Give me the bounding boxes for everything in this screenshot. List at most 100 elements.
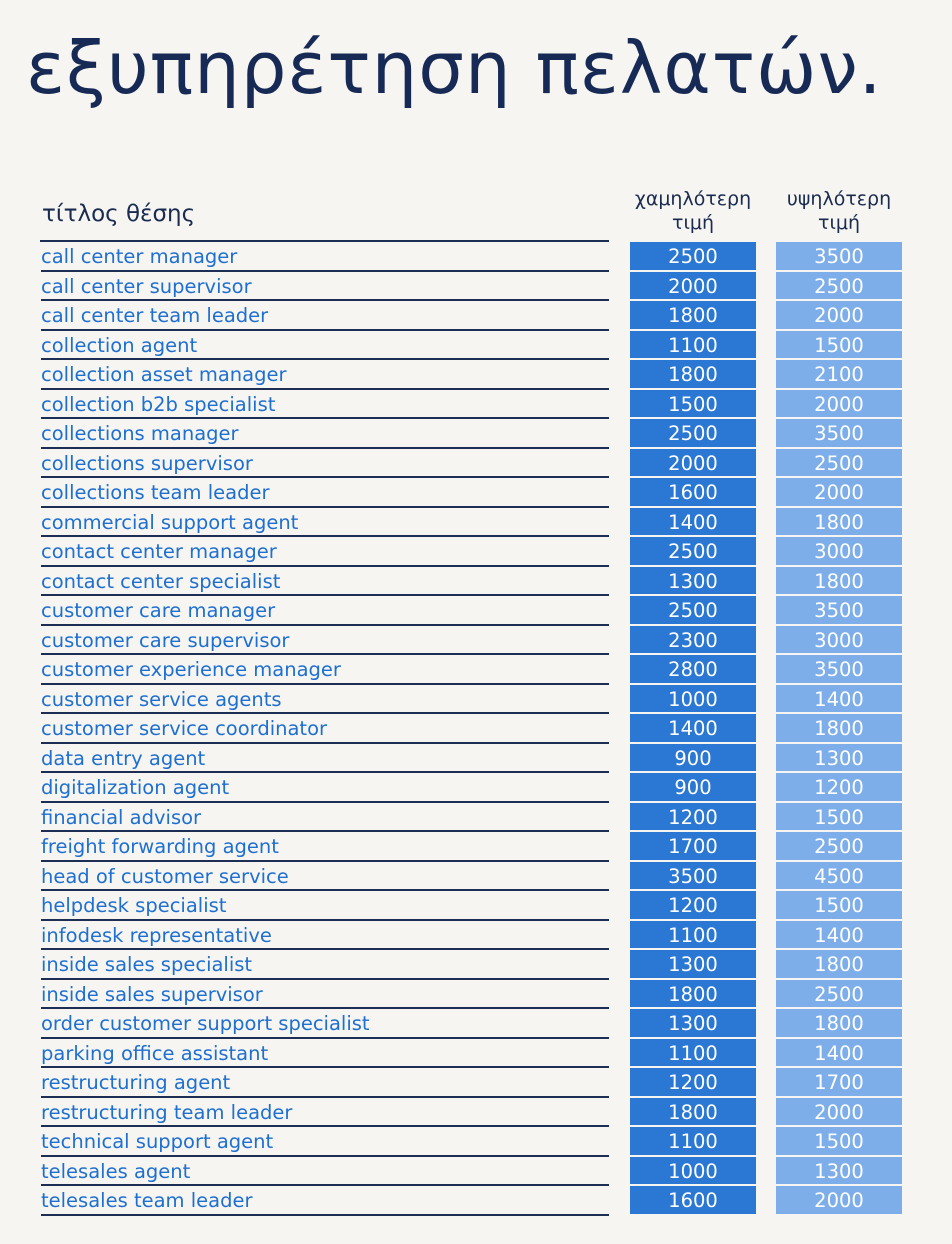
table-row: head of customer service 3500 4500 bbox=[0, 861, 952, 891]
job-title-cell: collections manager bbox=[41, 419, 609, 449]
table-row: telesales team leader 1600 2000 bbox=[0, 1186, 952, 1216]
table-row: customer care supervisor 2300 3000 bbox=[0, 625, 952, 655]
job-title-cell: telesales team leader bbox=[41, 1186, 609, 1216]
table-row: inside sales specialist 1300 1800 bbox=[0, 950, 952, 980]
job-title-cell: customer care supervisor bbox=[41, 626, 609, 655]
table-row: contact center specialist 1300 1800 bbox=[0, 566, 952, 596]
lowest-price-cell: 1300 bbox=[630, 950, 756, 978]
highest-price-cell: 1400 bbox=[776, 1038, 902, 1066]
table-row: collections team leader 1600 2000 bbox=[0, 478, 952, 508]
lowest-price-cell: 2500 bbox=[630, 596, 756, 624]
lowest-price-cell: 2000 bbox=[630, 448, 756, 476]
table-row: infodesk representative 1100 1400 bbox=[0, 920, 952, 950]
job-title-cell: telesales agent bbox=[41, 1157, 609, 1186]
lowest-price-cell: 1200 bbox=[630, 802, 756, 830]
lowest-price-cell: 1600 bbox=[630, 1186, 756, 1214]
lowest-price-cell: 1200 bbox=[630, 891, 756, 919]
highest-price-cell: 1800 bbox=[776, 714, 902, 742]
highest-price-cell: 2500 bbox=[776, 979, 902, 1007]
job-title-cell: customer service coordinator bbox=[41, 714, 609, 744]
lowest-price-cell: 1500 bbox=[630, 389, 756, 417]
table-row: customer service coordinator 1400 1800 bbox=[0, 714, 952, 744]
job-title-cell: call center manager bbox=[41, 242, 609, 272]
lowest-price-cell: 1400 bbox=[630, 507, 756, 535]
highest-price-cell: 1700 bbox=[776, 1068, 902, 1096]
highest-price-cell: 2000 bbox=[776, 1186, 902, 1214]
job-title-cell: collections team leader bbox=[41, 478, 609, 508]
job-title-cell: technical support agent bbox=[41, 1127, 609, 1157]
column-header-job-title: τίτλος θέσης bbox=[42, 201, 196, 227]
page-title: εξυπηρέτηση πελατών. bbox=[26, 26, 883, 110]
job-title-cell: collection agent bbox=[41, 331, 609, 360]
highest-price-cell: 3500 bbox=[776, 596, 902, 624]
highest-price-cell: 2000 bbox=[776, 478, 902, 506]
job-title-cell: collection asset manager bbox=[41, 360, 609, 390]
table-row: inside sales supervisor 1800 2500 bbox=[0, 979, 952, 1009]
highest-price-cell: 3500 bbox=[776, 655, 902, 683]
table-row: freight forwarding agent 1700 2500 bbox=[0, 832, 952, 862]
lowest-price-cell: 1400 bbox=[630, 714, 756, 742]
table-row: commercial support agent 1400 1800 bbox=[0, 507, 952, 537]
job-title-cell: inside sales specialist bbox=[41, 950, 609, 980]
highest-price-cell: 4500 bbox=[776, 861, 902, 889]
table-row: collection agent 1100 1500 bbox=[0, 330, 952, 360]
lowest-price-cell: 1100 bbox=[630, 920, 756, 948]
highest-price-cell: 1500 bbox=[776, 891, 902, 919]
job-title-cell: infodesk representative bbox=[41, 921, 609, 950]
table-row: helpdesk specialist 1200 1500 bbox=[0, 891, 952, 921]
highest-price-cell: 2500 bbox=[776, 832, 902, 860]
table-row: financial advisor 1200 1500 bbox=[0, 802, 952, 832]
highest-price-cell: 3000 bbox=[776, 537, 902, 565]
lowest-price-cell: 1300 bbox=[630, 1009, 756, 1037]
lowest-price-cell: 900 bbox=[630, 773, 756, 801]
job-title-cell: helpdesk specialist bbox=[41, 891, 609, 921]
table-row: customer care manager 2500 3500 bbox=[0, 596, 952, 626]
lowest-price-cell: 1100 bbox=[630, 1038, 756, 1066]
lowest-price-cell: 2300 bbox=[630, 625, 756, 653]
table-row: data entry agent 900 1300 bbox=[0, 743, 952, 773]
highest-price-cell: 1500 bbox=[776, 1127, 902, 1155]
lowest-price-cell: 2500 bbox=[630, 537, 756, 565]
lowest-price-cell: 1600 bbox=[630, 478, 756, 506]
highest-price-cell: 2500 bbox=[776, 271, 902, 299]
highest-price-cell: 2100 bbox=[776, 360, 902, 388]
lowest-price-cell: 1000 bbox=[630, 684, 756, 712]
lowest-price-cell: 2500 bbox=[630, 419, 756, 447]
highest-price-cell: 2500 bbox=[776, 448, 902, 476]
job-title-cell: restructuring team leader bbox=[41, 1098, 609, 1127]
table-row: collections supervisor 2000 2500 bbox=[0, 448, 952, 478]
salary-table: call center manager 2500 3500 call center s… bbox=[0, 242, 952, 1216]
lowest-price-cell: 1000 bbox=[630, 1156, 756, 1184]
lowest-price-cell: 1800 bbox=[630, 979, 756, 1007]
job-title-cell: digitalization agent bbox=[41, 773, 609, 803]
highest-price-cell: 1500 bbox=[776, 330, 902, 358]
job-title-cell: customer experience manager bbox=[41, 655, 609, 685]
job-title-cell: head of customer service bbox=[41, 862, 609, 891]
job-title-cell: commercial support agent bbox=[41, 508, 609, 537]
highest-price-cell: 2000 bbox=[776, 1097, 902, 1125]
highest-price-cell: 1300 bbox=[776, 1156, 902, 1184]
highest-price-cell: 2000 bbox=[776, 301, 902, 329]
column-header-highest-price: υψηλότερη τιμή bbox=[786, 188, 892, 234]
job-title-cell: call center team leader bbox=[41, 301, 609, 331]
job-title-cell: order customer support specialist bbox=[41, 1009, 609, 1039]
job-title-cell: freight forwarding agent bbox=[41, 832, 609, 862]
lowest-price-cell: 1800 bbox=[630, 360, 756, 388]
table-row: call center manager 2500 3500 bbox=[0, 242, 952, 272]
lowest-price-cell: 1800 bbox=[630, 1097, 756, 1125]
table-row: digitalization agent 900 1200 bbox=[0, 773, 952, 803]
table-row: telesales agent 1000 1300 bbox=[0, 1156, 952, 1186]
table-row: order customer support specialist 1300 180… bbox=[0, 1009, 952, 1039]
table-row: restructuring agent 1200 1700 bbox=[0, 1068, 952, 1098]
highest-price-cell: 1800 bbox=[776, 566, 902, 594]
highest-price-cell: 3500 bbox=[776, 242, 902, 270]
column-header-lowest-price: χαμηλότερη τιμή bbox=[634, 188, 752, 234]
lowest-price-cell: 1800 bbox=[630, 301, 756, 329]
lowest-price-cell: 2800 bbox=[630, 655, 756, 683]
highest-price-cell: 1400 bbox=[776, 684, 902, 712]
lowest-price-cell: 2000 bbox=[630, 271, 756, 299]
job-title-cell: contact center specialist bbox=[41, 567, 609, 596]
job-title-cell: call center supervisor bbox=[41, 272, 609, 301]
lowest-price-cell: 1100 bbox=[630, 1127, 756, 1155]
lowest-price-cell: 2500 bbox=[630, 242, 756, 270]
